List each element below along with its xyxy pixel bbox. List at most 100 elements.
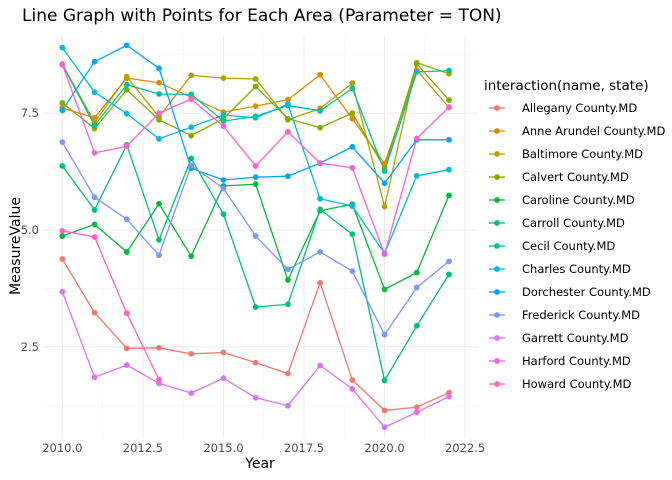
series-point [188, 350, 195, 357]
series-point [59, 228, 66, 234]
legend-key-point [494, 289, 500, 295]
series-point [284, 277, 291, 283]
x-tick-label: 2017.5 [284, 441, 324, 455]
series-point [413, 135, 420, 142]
series-point [317, 249, 324, 255]
series-point [91, 221, 98, 228]
plot-area [43, 36, 478, 438]
series-point [381, 203, 388, 210]
series-point [156, 252, 162, 259]
series-point [381, 160, 388, 167]
series-point [284, 173, 291, 180]
series-point [284, 115, 291, 122]
y-tick-label: 7.5 [21, 106, 39, 120]
series-point [156, 116, 162, 123]
series-point [188, 91, 195, 98]
series-point [220, 185, 227, 192]
series-point [59, 163, 66, 169]
series-point [156, 376, 162, 383]
series-point [156, 91, 162, 97]
legend-label: Harford County.MD [522, 354, 631, 368]
legend-label: Cecil County.MD [522, 239, 615, 253]
series-point [123, 362, 130, 368]
series-point [252, 181, 259, 188]
legend-item: Dorchester County.MD [489, 285, 651, 299]
legend-title: interaction(name, state) [484, 78, 649, 94]
legend-key-point [494, 266, 500, 272]
series-point [123, 249, 130, 255]
series-point [317, 71, 324, 78]
series-point [123, 42, 130, 49]
series-point [317, 206, 324, 213]
series-point [381, 180, 388, 187]
legend-item: Charles County.MD [489, 262, 631, 276]
series-point [123, 86, 130, 93]
y-tick-label: 5.0 [21, 223, 39, 237]
legend-item: Howard County.MD [489, 377, 632, 391]
x-tick-label: 2020.0 [364, 441, 404, 455]
legend-key-point [494, 220, 500, 226]
series-point [91, 122, 98, 129]
series-point [349, 164, 356, 171]
series-point [59, 99, 66, 106]
series-point [91, 374, 98, 381]
series-point [349, 268, 356, 275]
series-point [91, 234, 98, 240]
series-point [284, 96, 291, 103]
series-point [413, 269, 420, 276]
series-point [413, 284, 420, 291]
legend-item: Allegany County.MD [489, 101, 637, 115]
series-point [123, 143, 130, 150]
series-point [446, 192, 452, 199]
series-point [413, 172, 420, 179]
series-point [317, 124, 324, 131]
series-point [381, 407, 388, 414]
x-axis-ticks: 2010.0 2012.5 2015.0 2017.5 2020.0 2022.5 [42, 441, 485, 455]
series-point [252, 103, 259, 110]
legend-key-point [494, 174, 500, 180]
legend-item: Baltimore County.MD [489, 147, 643, 161]
series-point [156, 79, 162, 86]
series-point [349, 80, 356, 87]
series-point [252, 359, 259, 366]
series-point [220, 375, 227, 382]
series-point [446, 393, 452, 400]
series-point [123, 81, 130, 88]
series-point [446, 166, 452, 173]
legend-label: Charles County.MD [522, 262, 631, 276]
legend-label: Caroline County.MD [522, 193, 635, 207]
series-point [91, 206, 98, 213]
legend-item: Caroline County.MD [489, 193, 635, 207]
series-point [349, 85, 356, 92]
series-point [59, 233, 66, 239]
series-point [349, 386, 356, 392]
series-point [123, 110, 130, 117]
series-point [446, 136, 452, 143]
legend-label: Dorchester County.MD [522, 285, 651, 299]
series-point [59, 107, 66, 114]
series-point [123, 216, 130, 223]
legend-key-point [494, 381, 500, 387]
series-point [284, 101, 291, 108]
series-point [349, 115, 356, 122]
series-line-0 [61, 258, 450, 412]
legend-item: Cecil County.MD [489, 239, 615, 253]
legend-item: Harford County.MD [489, 354, 631, 368]
legend-item: Calvert County.MD [489, 170, 629, 184]
legend-key-point [494, 335, 500, 341]
series-point [220, 75, 227, 81]
series-point [91, 194, 98, 201]
series-point [220, 112, 227, 118]
series-point [413, 404, 420, 411]
series-point [91, 309, 98, 316]
series-point [252, 394, 259, 401]
legend-key-point [494, 197, 500, 203]
x-tick-label: 2010.0 [42, 441, 82, 455]
series-point [413, 322, 420, 329]
legend-label: Calvert County.MD [522, 170, 629, 184]
y-axis-ticks: 2.5 5.0 7.5 [21, 106, 39, 354]
series-point [284, 266, 291, 273]
series-point [381, 377, 388, 384]
y-tick-label: 2.5 [21, 340, 39, 354]
